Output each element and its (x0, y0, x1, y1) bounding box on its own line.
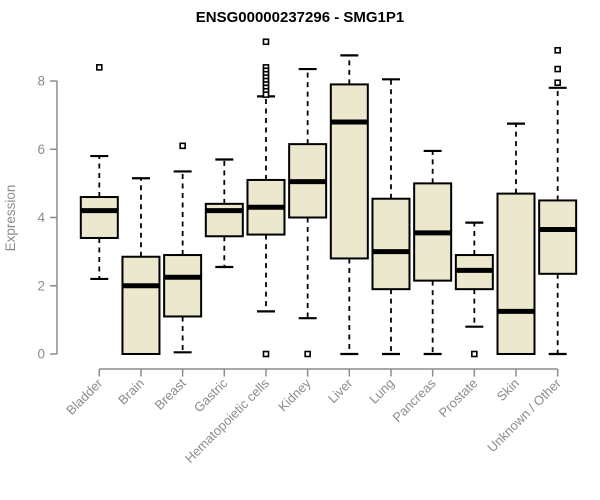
x-category-label: Kidney (275, 375, 314, 414)
x-category-label: Gastric (191, 375, 231, 415)
box-group-hematopoietic-cells (246, 38, 286, 358)
outlier-point (262, 38, 270, 46)
box-group-gastric (204, 158, 244, 269)
iqr-box (371, 197, 411, 291)
box-group-unknown-other (538, 46, 578, 356)
outlier-point (262, 91, 270, 98)
x-category-label: Brain (115, 376, 147, 408)
outlier-point (471, 350, 478, 358)
y-axis-label: Expression (3, 185, 18, 252)
boxes-layer (79, 38, 578, 358)
x-category-label: Prostate (436, 376, 481, 421)
iqr-box (121, 255, 161, 355)
iqr-box (329, 83, 369, 260)
outlier-point (96, 64, 103, 71)
outlier-point (554, 65, 561, 73)
iqr-box (538, 199, 578, 275)
box-group-breast (163, 142, 203, 354)
x-category-label: Bladder (63, 375, 106, 418)
x-category-label: Unknown / Other (484, 375, 564, 455)
iqr-box (163, 254, 203, 318)
y-tick-label: 4 (37, 210, 45, 225)
box-group-liver (329, 54, 369, 356)
x-category-label: Skin (494, 376, 522, 404)
x-category-label: Breast (152, 375, 189, 412)
outlier-point (262, 350, 270, 358)
chart-title: ENSG00000237296 - SMG1P1 (196, 9, 404, 26)
x-category-label: Lung (366, 376, 397, 407)
x-category-label: Liver (325, 375, 356, 406)
outlier-point (179, 142, 186, 150)
y-tick-label: 0 (37, 347, 45, 362)
y-tick-label: 8 (37, 74, 45, 89)
x-category-label: Pancreas (389, 375, 439, 425)
box-group-lung (371, 78, 411, 356)
y-tick-label: 2 (37, 278, 45, 293)
box-group-pancreas (413, 149, 453, 356)
y-tick-label: 6 (37, 142, 45, 157)
box-group-prostate (454, 221, 494, 358)
box-group-skin (496, 122, 536, 355)
iqr-box (496, 192, 536, 355)
box-group-brain (121, 177, 161, 355)
iqr-box (79, 196, 119, 239)
box-group-kidney (288, 67, 328, 358)
box-group-bladder (79, 64, 119, 281)
outlier-point (554, 79, 561, 87)
outlier-point (304, 350, 311, 358)
outlier-point (554, 46, 561, 54)
